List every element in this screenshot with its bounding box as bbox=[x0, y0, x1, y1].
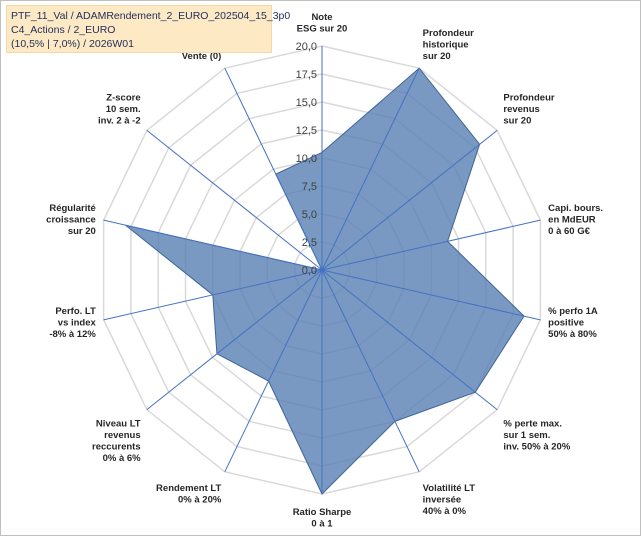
axis-label-line: sur 1 sem. bbox=[503, 430, 550, 441]
axis-label-line: 0% à 6% bbox=[103, 453, 142, 464]
axis-label-line: positive bbox=[548, 318, 584, 329]
axis-label-line: % perfo 1A bbox=[548, 306, 598, 317]
axis-label-line: Z-score bbox=[106, 92, 140, 103]
axis-label-line: Perfo. LT bbox=[55, 306, 96, 317]
axis-label-line: % perte max. bbox=[503, 419, 562, 430]
radial-tick-label: 0,0 bbox=[302, 265, 317, 277]
axis-label: Z-score 10 sem. inv. 2 à -2 bbox=[98, 92, 141, 126]
axis-label: Volatilité LT inversée 40% à 0% bbox=[423, 483, 476, 517]
axis-label-line: 50% à 80% bbox=[548, 329, 597, 340]
axis-label: Profondeur historique sur 20 bbox=[423, 28, 474, 62]
axis-label: Ratio Sharpe 0 à 1 bbox=[293, 507, 352, 530]
axis-label-line: sur 20 bbox=[503, 115, 531, 126]
axis-label: Capi. bours. en MdEUR 0 à 60 G€ bbox=[548, 203, 603, 237]
axis-label-line: vs index bbox=[58, 318, 97, 329]
axis-spoke bbox=[224, 67, 323, 271]
axis-label: % perfo 1A positive 50% à 80% bbox=[548, 306, 598, 340]
axis-label: Régularité croissance sur 20 bbox=[46, 203, 96, 237]
axis-label-line: inversée bbox=[423, 495, 462, 506]
axis-label-line: -8% à 12% bbox=[49, 329, 96, 340]
legend-box: PTF_11_Val / ADAMRendement_2_EURO_202504… bbox=[6, 5, 291, 53]
axis-label-line: Profondeur bbox=[423, 28, 474, 39]
axis-label-line: Régularité bbox=[49, 203, 95, 214]
axis-spoke bbox=[321, 269, 420, 473]
axis-label-line: 40% à 0% bbox=[423, 506, 467, 517]
legend-line: PTF_11_Val / ADAMRendement_2_EURO_202504… bbox=[11, 10, 291, 22]
axis-label-line: reccurents bbox=[92, 442, 141, 453]
axis-spoke bbox=[321, 219, 541, 271]
axis-label-line: Rendement LT bbox=[156, 483, 221, 494]
radial-tick-label: 15,0 bbox=[296, 97, 317, 109]
legend-line: C4_Actions / 2_EURO bbox=[11, 24, 116, 36]
radial-tick-label: 2,5 bbox=[302, 237, 317, 249]
axis-label-line: 10 sem. bbox=[106, 104, 141, 115]
axis-label-line: revenus bbox=[503, 104, 539, 115]
axis-label-line: revenus bbox=[104, 430, 140, 441]
axis-label-line: Profondeur bbox=[503, 92, 554, 103]
axis-label: Perfo. LT vs index -8% à 12% bbox=[49, 306, 96, 340]
axis-label: % perte max. sur 1 sem. inv. 50% à 20% bbox=[503, 419, 570, 453]
radial-tick-label: 12,5 bbox=[296, 125, 317, 137]
axis-label-line: 0 à 1 bbox=[311, 519, 333, 530]
axis-label-line: sur 20 bbox=[68, 226, 96, 237]
axis-label-line: Capi. bours. bbox=[548, 203, 603, 214]
axis-spoke bbox=[224, 269, 323, 473]
radial-tick-label: 17,5 bbox=[296, 69, 317, 81]
axis-spoke bbox=[103, 219, 323, 271]
axis-label-line: Vente (0) bbox=[182, 51, 222, 62]
radial-tick-label: 5,0 bbox=[302, 209, 317, 221]
axis-label-line: croissance bbox=[46, 214, 96, 225]
radial-tick-label: 7,5 bbox=[302, 181, 317, 193]
axis-spoke bbox=[146, 129, 323, 271]
axis-label-line: Ratio Sharpe bbox=[293, 507, 352, 518]
axis-label: Profondeur revenus sur 20 bbox=[503, 92, 554, 126]
axis-label: Niveau LT revenus reccurents 0% à 6% bbox=[92, 419, 141, 465]
axis-label-line: 0% à 20% bbox=[178, 495, 222, 506]
axis-label-line: en MdEUR bbox=[548, 214, 596, 225]
axis-label-line: historique bbox=[423, 39, 469, 50]
axis-spoke bbox=[321, 67, 420, 271]
axis-spoke bbox=[321, 129, 498, 271]
radial-tick-label: 10,0 bbox=[296, 153, 317, 165]
axis-label-line: Volatilité LT bbox=[423, 483, 476, 494]
axis-label-line: ESG sur 20 bbox=[297, 24, 348, 35]
radial-tick-label: 20,0 bbox=[296, 41, 317, 53]
axis-label-line: Note bbox=[311, 12, 332, 23]
legend-line: (10,5% | 7,0%) / 2026W01 bbox=[11, 38, 134, 50]
axis-spoke bbox=[321, 269, 498, 411]
axis-label-line: inv. 50% à 20% bbox=[503, 442, 570, 453]
axis-label: Note ESG sur 20 bbox=[297, 12, 348, 35]
axis-spoke bbox=[146, 269, 323, 411]
axis-label-line: 0 à 60 G€ bbox=[548, 226, 590, 237]
axis-label-line: Niveau LT bbox=[96, 419, 141, 430]
axis-label-line: inv. 2 à -2 bbox=[98, 115, 141, 126]
axis-spoke bbox=[321, 269, 541, 321]
axis-spoke bbox=[103, 269, 323, 321]
axis-label: Rendement LT 0% à 20% bbox=[156, 483, 222, 506]
axis-label-line: sur 20 bbox=[423, 51, 451, 62]
